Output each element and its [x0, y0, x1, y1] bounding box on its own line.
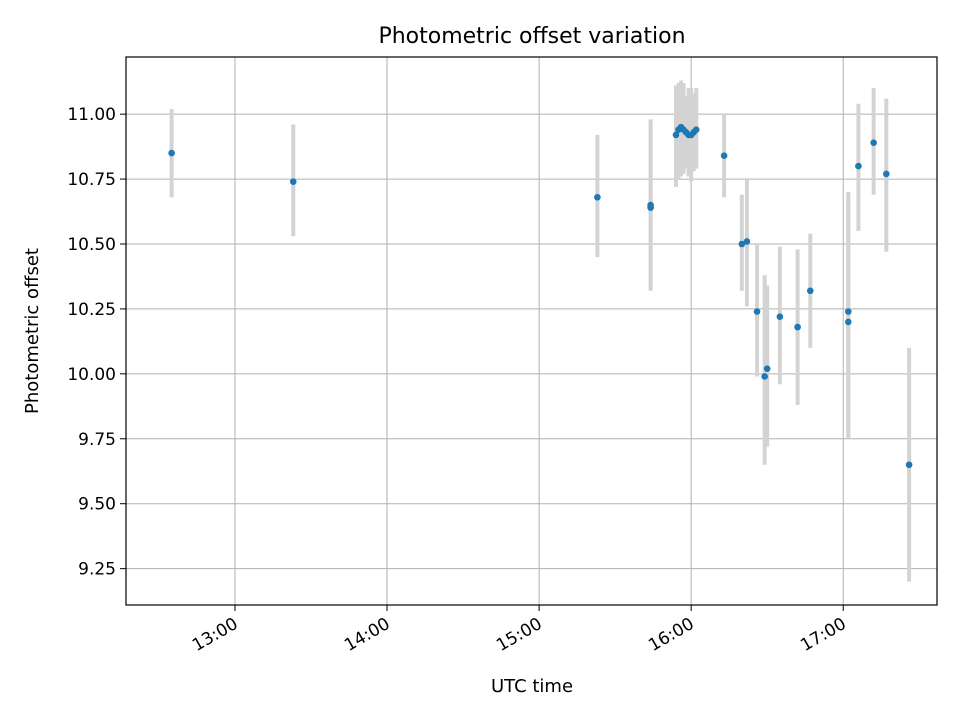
- data-point: [870, 139, 877, 147]
- y-tick-label: 9.75: [78, 430, 116, 450]
- y-tick-label: 10.25: [67, 300, 116, 320]
- y-tick-label: 9.50: [78, 495, 116, 515]
- data-point: [761, 373, 768, 380]
- data-point: [738, 240, 746, 248]
- y-axis-label: Photometric offset: [22, 248, 43, 414]
- y-tick-label: 9.25: [78, 560, 116, 580]
- data-point: [720, 152, 728, 159]
- data-point: [753, 308, 761, 315]
- data-point: [168, 149, 175, 157]
- grid: [126, 57, 937, 605]
- plot-frame: [125, 56, 938, 606]
- data-point: [905, 461, 913, 469]
- data-point: [672, 131, 680, 139]
- y-tick-label: 10.75: [67, 170, 116, 190]
- y-tick-label: 11.00: [67, 105, 116, 125]
- data-point: [763, 365, 771, 372]
- data-point: [743, 238, 751, 245]
- data-point: [647, 204, 654, 211]
- data-point: [776, 313, 784, 321]
- chart-title: Photometric offset variation: [378, 24, 685, 49]
- data-point: [883, 170, 890, 178]
- y-tick-label: 10.00: [67, 365, 116, 385]
- data-point: [844, 318, 852, 326]
- data-point: [692, 126, 700, 134]
- data-point: [594, 193, 601, 201]
- data-point: [844, 308, 852, 315]
- data-point: [806, 287, 814, 295]
- y-tick-label: 10.50: [67, 235, 116, 255]
- data-point: [855, 162, 862, 170]
- x-axis-label: UTC time: [491, 676, 573, 697]
- y-axis-ticks: 9.25 9.50 9.75 10.00 10.25 10.50 10.75 11.00: [67, 105, 126, 580]
- data-points: [168, 123, 913, 469]
- data-point: [794, 323, 801, 331]
- data-point: [289, 178, 297, 185]
